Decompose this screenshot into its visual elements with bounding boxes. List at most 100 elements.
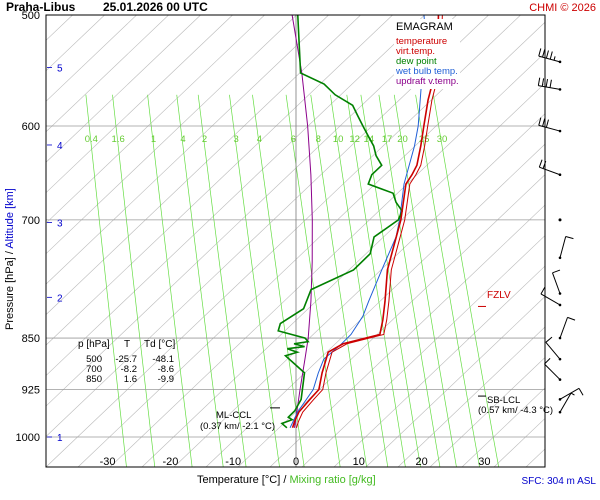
temperature-tick-label: 30 xyxy=(478,456,490,468)
skewed-gray-line xyxy=(109,52,546,468)
pressure-tick-label: 500 xyxy=(22,10,40,22)
table-row-td: -9.9 xyxy=(158,374,174,385)
legend-entry: virt.temp. xyxy=(396,46,435,57)
skewed-gray-line xyxy=(45,14,521,468)
wind-barb xyxy=(537,77,562,91)
mixing-ratio-line xyxy=(112,94,156,467)
barb-station xyxy=(558,292,562,295)
barb-feather xyxy=(544,358,551,365)
barb-staff xyxy=(545,341,561,360)
mixing-ratio-label: 12 xyxy=(349,134,360,145)
mixing-ratio-label: 4 xyxy=(257,134,262,145)
legend-entry: wet bulb temp. xyxy=(395,66,458,77)
mixing-ratio-lines: 0.4 1.6 1 4 2 3 4 6 8 10 12 14 17 20 25 30 xyxy=(85,94,499,467)
altitude-tick-label: 4 xyxy=(57,141,63,152)
mixing-ratio-line xyxy=(252,94,305,467)
mixing-ratio-line xyxy=(229,94,280,467)
wind-barb xyxy=(552,269,562,295)
table-header-t: T xyxy=(124,339,130,350)
barb-feather xyxy=(552,269,561,274)
barb-station xyxy=(558,357,562,361)
mixing-ratio-label: 20 xyxy=(397,134,408,145)
mixing-ratio-line xyxy=(85,94,127,467)
barb-feather xyxy=(542,49,546,58)
barb-station xyxy=(558,378,562,381)
barb-feather xyxy=(537,77,541,86)
temperature-tick-label: -20 xyxy=(162,456,178,468)
barb-feather xyxy=(540,286,546,295)
skewed-gray-line xyxy=(77,22,546,468)
profile-series xyxy=(277,14,443,429)
calm-dot xyxy=(558,218,562,222)
mixing-ratio-label: 1.6 xyxy=(112,134,125,145)
mixing-ratio-label: 0.4 xyxy=(85,134,98,145)
temperature-tick-label: 0 xyxy=(293,456,299,468)
skewed-gray-line xyxy=(45,14,201,163)
pressure-tick-label: 600 xyxy=(22,121,40,133)
mixing-ratio-label: 25 xyxy=(419,134,430,145)
skewed-isotherms xyxy=(45,14,546,468)
sb-lcl-value: (0.57 km/ -4.3 °C) xyxy=(478,405,553,416)
wind-barb xyxy=(558,316,576,340)
skewed-gray-line xyxy=(45,14,393,346)
barb-feather xyxy=(538,48,542,57)
mixing-ratio-label: 10 xyxy=(333,134,344,145)
skewed-gray-line xyxy=(45,14,457,407)
barb-half-feather xyxy=(570,392,575,396)
barb-feather xyxy=(541,78,545,87)
fzlv-label: FZLV xyxy=(487,290,511,301)
barb-feather xyxy=(549,51,553,60)
barb-station xyxy=(558,410,562,414)
legend-entry: temperature xyxy=(396,36,447,47)
table-row-td: -48.1 xyxy=(152,354,174,365)
wind-barb xyxy=(538,117,562,133)
wind-barb xyxy=(558,218,562,222)
wind-barb xyxy=(558,387,584,401)
mixing-ratio-label: 14 xyxy=(364,134,375,145)
chart-title: EMAGRAM xyxy=(396,21,453,33)
barb-feather xyxy=(545,336,553,343)
barb-feather xyxy=(545,119,549,128)
barb-station xyxy=(558,256,562,260)
grid-lines xyxy=(46,14,545,467)
skewed-gray-line xyxy=(493,418,546,468)
skewed-gray-line xyxy=(45,14,329,285)
barb-staff xyxy=(559,317,568,339)
updraft-line xyxy=(291,14,313,428)
table-row-t: -8.2 xyxy=(121,364,137,375)
mixing-ratio-line xyxy=(378,94,441,467)
mixing-ratio-label: 1 xyxy=(151,134,156,145)
wind-barb xyxy=(538,159,562,177)
temperature-tick-label: -10 xyxy=(225,456,241,468)
barb-feather xyxy=(538,117,542,126)
wind-barb xyxy=(558,392,575,414)
barb-station xyxy=(558,88,562,91)
y-axis-label: Pressure [hPa] / Altitude [km] xyxy=(4,188,16,330)
skewed-gray-line xyxy=(45,14,105,72)
skewed-gray-line xyxy=(205,143,546,468)
pressure-tick-label: 850 xyxy=(22,333,40,345)
skewed-gray-line xyxy=(45,14,169,132)
pressure-tick-label: 1000 xyxy=(16,432,40,444)
table-row-p: 500 xyxy=(86,354,102,365)
ml-ccl-label: ML-CCL xyxy=(216,410,251,421)
table-row-p: 850 xyxy=(86,374,102,385)
skewed-gray-line xyxy=(45,14,73,41)
altitude-tick-labels: 1 2 3 4 5 xyxy=(47,63,63,444)
mixing-ratio-line xyxy=(147,94,193,467)
pressure-tick-label: 925 xyxy=(22,385,40,397)
mixing-ratio-line xyxy=(330,94,389,467)
skewed-gray-line xyxy=(365,296,546,468)
surface-elevation: SFC: 304 m ASL xyxy=(522,476,597,487)
table-header-td: Td [°C] xyxy=(144,339,175,350)
mixing-ratio-line xyxy=(310,94,367,467)
temperature-line xyxy=(291,14,440,429)
x-axis-label: Temperature [°C] / Mixing ratio [g/kg] xyxy=(197,474,376,486)
mixing-ratio-label: 8 xyxy=(316,134,321,145)
temperature-tick-label: -30 xyxy=(100,456,116,468)
mixing-ratio-line xyxy=(285,94,341,467)
legend-entry: updraft v.temp. xyxy=(396,76,459,87)
mixing-ratio-line xyxy=(393,94,457,467)
